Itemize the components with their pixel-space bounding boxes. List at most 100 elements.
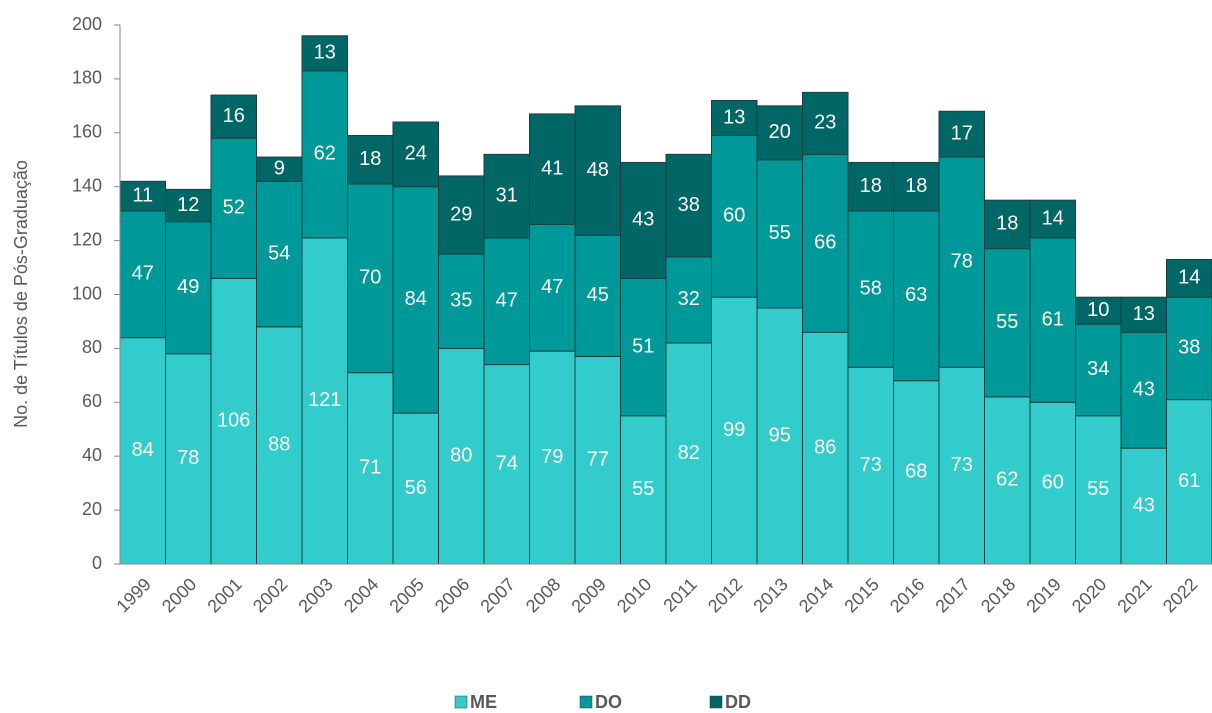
data-label: 68 [905,461,927,483]
bar-segment [165,221,212,355]
bar-segment [802,331,849,565]
data-label: 55 [996,311,1018,333]
data-label: 62 [314,143,336,165]
bar-segment [984,248,1031,398]
x-tick-label: 2017 [931,574,973,616]
bar-segment [574,234,621,357]
bar-segment [529,223,576,352]
data-label: 56 [405,477,427,499]
data-label: 18 [996,213,1018,235]
data-label: 95 [769,424,791,446]
data-label: 29 [450,203,472,225]
bar-segment [392,186,439,414]
data-label: 74 [496,453,518,475]
bar-segment [438,253,485,349]
bar-segment [301,35,348,72]
data-label: 55 [1087,478,1109,500]
bar-segment [574,105,621,236]
bar-segment [893,380,940,565]
data-label: 84 [405,288,427,310]
data-label: 11 [132,184,153,206]
x-tick-label: 2016 [886,574,928,616]
bar-segment [483,153,530,239]
bar-segment [1166,258,1212,298]
x-tick-label: 2015 [840,574,882,616]
x-tick-label: 1999 [112,574,154,616]
bar-segment [938,110,985,158]
bar-segment [802,91,849,155]
bar-segment [1166,399,1212,565]
data-label: 73 [860,454,882,476]
data-label: 52 [223,197,245,219]
data-label: 82 [678,442,700,464]
bar-segment [893,210,940,382]
bar-segment [438,347,485,565]
data-label: 47 [541,276,563,298]
y-tick-label: 140 [72,175,102,195]
y-tick-label: 160 [72,122,102,142]
data-label: 43 [632,209,654,231]
data-label: 63 [905,284,927,306]
y-tick-label: 120 [72,229,102,249]
bar-segment [893,161,940,212]
bar-segment [210,94,257,139]
bar-segment [756,159,803,309]
data-label: 106 [217,409,250,431]
bar-segment [1075,323,1122,417]
data-label: 18 [359,148,381,170]
data-label: 62 [996,469,1018,491]
data-label: 38 [1178,337,1200,359]
data-label: 73 [951,454,973,476]
bar-segment [119,210,166,339]
data-label: 18 [905,175,927,197]
data-label: 84 [132,439,154,461]
data-label: 24 [405,143,427,165]
data-label: 60 [1042,471,1064,493]
data-label: 71 [359,457,381,479]
data-label: 78 [177,447,199,469]
data-label: 51 [632,335,654,357]
data-label: 79 [541,446,563,468]
bar-segment [1120,447,1167,565]
y-tick-label: 60 [82,391,102,411]
data-label: 61 [1178,470,1200,492]
data-label: 99 [723,419,745,441]
bar-segment [665,256,712,344]
data-label: 77 [587,449,609,471]
x-tick-label: 2007 [476,574,518,616]
data-label: 14 [1178,267,1200,289]
bar-segment [620,161,667,279]
data-label: 43 [1133,378,1155,400]
data-label: 10 [1087,299,1109,321]
data-label: 13 [1133,303,1155,325]
x-tick-label: 2009 [567,574,609,616]
data-label: 35 [450,290,472,312]
bar-segment [938,366,985,565]
data-label: 60 [723,205,745,227]
data-label: 12 [177,194,199,216]
y-tick-label: 0 [92,553,102,573]
bar-segment [347,134,394,185]
bar-segment [438,175,485,255]
data-label: 47 [132,263,154,285]
bar-segment [529,113,576,225]
bar-segment [847,366,894,565]
legend-swatch [579,695,593,709]
x-tick-label: 2014 [795,574,837,616]
data-label: 32 [678,288,700,310]
bar-segment [301,237,348,565]
x-tick-label: 2018 [977,574,1019,616]
bar-segment [574,355,621,565]
data-label: 38 [678,194,700,216]
bar-segment [256,326,303,565]
bar-segment [711,99,758,136]
data-label: 20 [769,121,791,143]
legend-label: ME [470,692,497,712]
y-tick-label: 200 [72,14,102,34]
data-label: 49 [177,276,199,298]
data-label: 17 [951,122,973,144]
data-label: 80 [450,444,472,466]
data-label: 121 [308,389,341,411]
data-label: 31 [496,184,518,206]
